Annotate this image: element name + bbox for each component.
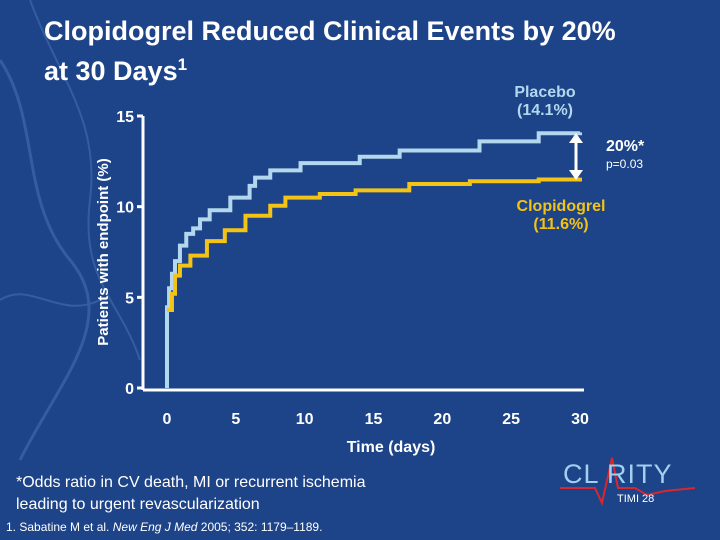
y-axis-label: Patients with endpoint (%) (95, 158, 112, 346)
placebo-label: Placebo (14.1%) (500, 84, 590, 120)
vessel-background-image (0, 0, 141, 461)
x-tick-label: 20 (433, 411, 451, 428)
footnote: *Odds ratio in CV death, MI or recurrent… (16, 472, 365, 516)
series-line-clopidogrel (167, 177, 582, 313)
x-axis-label: Time (days) (347, 439, 436, 456)
y-tick-label: 15 (116, 109, 134, 126)
y-tick-label: 10 (116, 200, 134, 217)
reference-authors: 1. Sabatine M et al. (6, 520, 113, 534)
slide-title: Clopidogrel Reduced Clinical Events by 2… (44, 14, 616, 88)
x-tick-label: 10 (296, 411, 314, 428)
title-line-2: at 30 Days (44, 56, 178, 86)
reference-details: 2005; 352: 1179–1189. (197, 520, 323, 534)
difference-label: 20%* (606, 138, 645, 155)
x-tick-label: 5 (231, 411, 240, 428)
y-tick-label: 0 (125, 381, 134, 398)
x-tick-label: 15 (365, 411, 383, 428)
reference-journal: New Eng J Med (112, 520, 198, 534)
footnote-line-2: leading to urgent revascularization (16, 496, 260, 513)
clarity-timi-logo: CL RITY TIMI 28 (560, 457, 696, 507)
y-tick-label: 5 (125, 290, 134, 307)
title-superscript: 1 (177, 55, 188, 74)
difference-arrow (569, 133, 583, 180)
reference: 1. Sabatine M et al. New Eng J Med 2005;… (6, 520, 322, 534)
series-line-placebo (165, 131, 582, 388)
placebo-name: Placebo (514, 84, 576, 101)
svg-text:CL RITY: CL RITY (563, 459, 673, 489)
clopidogrel-value: (11.6%) (533, 216, 589, 233)
placebo-value: (14.1%) (516, 102, 574, 119)
x-tick-label: 30 (571, 411, 589, 428)
logo-subtitle: TIMI 28 (617, 493, 654, 505)
clopidogrel-name: Clopidogrel (516, 198, 606, 215)
x-tick-label: 25 (502, 411, 520, 428)
title-line-1: Clopidogrel Reduced Clinical Events by 2… (44, 16, 616, 46)
clopidogrel-label: Clopidogrel (11.6%) (498, 198, 624, 234)
footnote-line-1: *Odds ratio in CV death, MI or recurrent… (16, 474, 366, 491)
p-value-label: p=0.03 (606, 157, 644, 171)
x-tick-label: 0 (163, 411, 172, 428)
